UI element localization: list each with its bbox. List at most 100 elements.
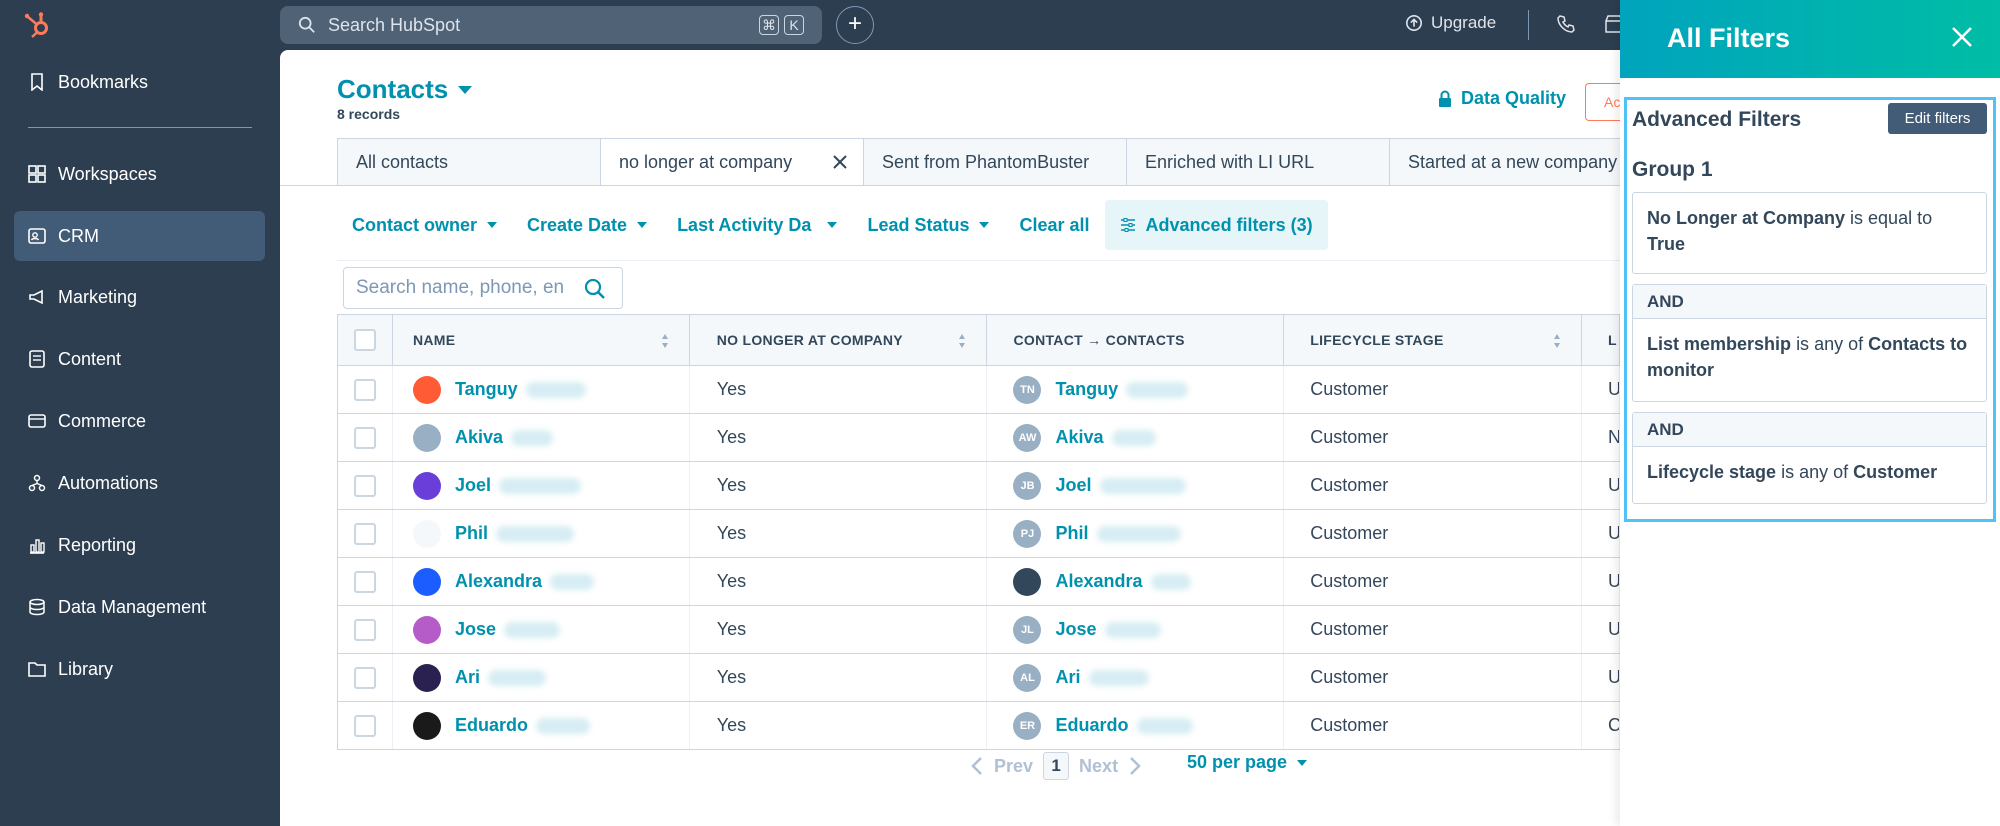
contact-name-link[interactable]: Phil [454, 523, 488, 543]
table-search-placeholder: Search name, phone, en [356, 277, 565, 298]
sort-icon[interactable] [958, 332, 966, 350]
table-search-input[interactable]: Search name, phone, en [343, 267, 623, 309]
column-header-contact-contacts[interactable]: CONTACT → CONTACTS [987, 315, 1285, 365]
associated-contact-link[interactable]: Akiva [1055, 427, 1104, 447]
sidebar-item-content[interactable]: Content [14, 334, 265, 384]
associated-contact-link[interactable]: Ari [1055, 667, 1081, 687]
column-label: L [1608, 332, 1617, 348]
chevron-left-icon[interactable] [970, 756, 984, 776]
associated-contact-link[interactable]: Alexandra [1055, 571, 1143, 591]
associated-contact-link[interactable]: Phil [1055, 523, 1089, 543]
no-longer-cell: Yes [690, 366, 988, 413]
sidebar-item-reporting[interactable]: Reporting [14, 520, 265, 570]
chevron-right-icon[interactable] [1128, 756, 1142, 776]
contact-name-link[interactable]: Akiva [454, 427, 503, 447]
contact-name-link[interactable]: Eduardo [454, 715, 528, 735]
filter-card[interactable]: AND List membership is any of Contacts t… [1632, 284, 1987, 402]
associated-contact-link[interactable]: Joel [1055, 475, 1092, 495]
close-tab-icon[interactable] [831, 153, 849, 171]
create-date-filter[interactable]: Create Date [512, 200, 662, 250]
tab-enriched-with-li-url[interactable]: Enriched with LI URL [1126, 138, 1389, 186]
sidebar-item-marketing[interactable]: Marketing [14, 272, 265, 322]
current-page[interactable]: 1 [1043, 752, 1070, 780]
contact-name-link[interactable]: Tanguy [454, 379, 518, 399]
lead-status-filter[interactable]: Lead Status [852, 200, 1004, 250]
row-checkbox[interactable] [353, 714, 376, 737]
and-connector: AND [1633, 413, 1986, 447]
filter-label: Clear all [1019, 214, 1090, 235]
filter-card[interactable]: No Longer at Company is equal to True [1632, 192, 1987, 274]
contact-name-link[interactable]: Joel [454, 475, 491, 495]
row-checkbox[interactable] [353, 618, 376, 641]
redacted-surname [535, 717, 590, 734]
sidebar-item-commerce[interactable]: Commerce [14, 396, 265, 446]
sidebar-item-automations[interactable]: Automations [14, 458, 265, 508]
row-checkbox[interactable] [353, 378, 376, 401]
prev-button[interactable]: Prev [994, 755, 1034, 776]
select-all-checkbox[interactable] [353, 329, 376, 351]
phone-icon[interactable] [1556, 14, 1576, 34]
sidebar-item-crm[interactable]: CRM [14, 211, 265, 261]
row-checkbox[interactable] [353, 474, 376, 497]
table-row: Alexandra Yes Alexandra Customer U [337, 558, 1620, 606]
advanced-filters-button[interactable]: Advanced filters (3) [1104, 200, 1328, 250]
tab-no-longer-at-company[interactable]: no longer at company [600, 138, 863, 186]
sidebar-item-workspaces[interactable]: Workspaces [14, 149, 265, 199]
global-search-input[interactable]: Search HubSpot ⌘ K [280, 6, 822, 44]
last-activity-filter[interactable]: Last Activity Da [662, 200, 852, 250]
next-button[interactable]: Next [1079, 755, 1119, 776]
sort-icon[interactable] [661, 332, 669, 350]
folder-icon [28, 662, 46, 677]
row-checkbox[interactable] [353, 426, 376, 449]
contact-name-link[interactable]: Ari [454, 667, 480, 687]
contact-owner-filter[interactable]: Contact owner [337, 200, 512, 250]
hubspot-logo-icon[interactable] [22, 10, 52, 40]
search-icon[interactable] [584, 278, 606, 300]
associated-contact-link[interactable]: Tanguy [1055, 379, 1119, 399]
sidebar-item-library[interactable]: Library [14, 644, 265, 694]
sort-icon[interactable] [1553, 332, 1561, 350]
associated-contact-link[interactable]: Jose [1055, 619, 1097, 639]
column-header-truncated[interactable]: L [1582, 315, 1620, 365]
contact-avatar: PJ [1013, 519, 1042, 548]
column-label: NAME [412, 332, 456, 348]
object-selector[interactable]: Contacts [337, 74, 473, 105]
redacted-surname [525, 381, 586, 398]
column-label: NO LONGER AT COMPANY [716, 332, 903, 348]
per-page-selector[interactable]: 50 per page [1187, 752, 1308, 773]
cell-value: U [1608, 619, 1620, 639]
row-checkbox[interactable] [353, 666, 376, 689]
filter-label: Advanced filters (3) [1145, 214, 1313, 235]
lifecycle-cell: Customer [1284, 702, 1583, 749]
filter-rule: Lifecycle stage is any of Customer [1633, 447, 1986, 497]
sidebar-item-data-management[interactable]: Data Management [14, 582, 265, 632]
tab-sent-from-phantombuster[interactable]: Sent from PhantomBuster [863, 138, 1126, 186]
column-header-lifecycle-stage[interactable]: LIFECYCLE STAGE [1284, 315, 1583, 365]
tab-started-at-new-company[interactable]: Started at a new company [1389, 138, 1652, 186]
actions-button[interactable]: Ac [1585, 83, 1625, 121]
upgrade-button[interactable]: Upgrade [1405, 13, 1496, 33]
data-quality-button[interactable]: Data Quality [1437, 88, 1566, 109]
tab-all-contacts[interactable]: All contacts [337, 138, 600, 186]
contact-name-link[interactable]: Jose [454, 619, 496, 639]
tab-label: Started at a new company [1408, 151, 1618, 172]
upgrade-icon [1405, 14, 1423, 32]
row-checkbox[interactable] [353, 522, 376, 545]
clear-all-button[interactable]: Clear all [1004, 200, 1104, 250]
row-checkbox[interactable] [353, 570, 376, 593]
contact-name-link[interactable]: Alexandra [454, 571, 542, 591]
filter-operator: is any of [1781, 462, 1849, 482]
sidebar-item-bookmarks[interactable]: Bookmarks [14, 57, 265, 107]
column-header-no-longer-at-company[interactable]: NO LONGER AT COMPANY [690, 315, 988, 365]
sidebar-item-label: Data Management [58, 596, 207, 617]
sidebar-item-label: Marketing [58, 286, 138, 307]
associated-contact-link[interactable]: Eduardo [1055, 715, 1129, 735]
redacted-surname [1150, 573, 1191, 590]
lifecycle-cell: Customer [1284, 366, 1583, 413]
close-icon[interactable] [1950, 25, 1974, 49]
edit-filters-button[interactable]: Edit filters [1888, 103, 1987, 134]
create-new-button[interactable]: + [836, 6, 874, 44]
filter-card[interactable]: AND Lifecycle stage is any of Customer [1632, 412, 1987, 504]
company-logo-avatar [412, 663, 441, 692]
column-header-name[interactable]: NAME [393, 315, 690, 365]
